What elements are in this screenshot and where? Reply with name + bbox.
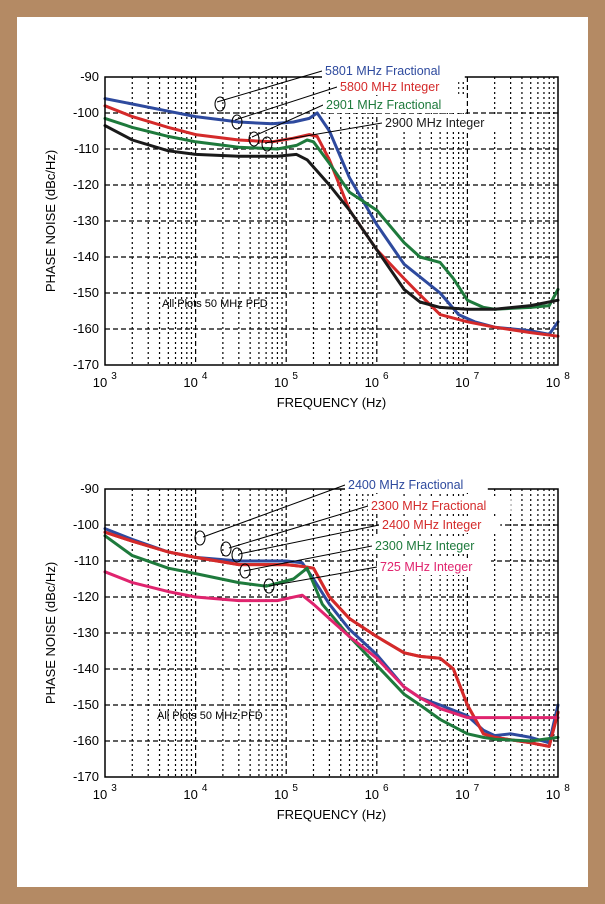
- bottom-chart-y-tick-label: -90: [80, 481, 99, 496]
- bottom-chart-label-marker: [239, 563, 251, 579]
- top-chart-annotation: All Plots 50 MHz PFD: [162, 298, 268, 310]
- bottom-chart-y-tick-label: -100: [73, 517, 99, 532]
- bottom-chart-y-axis-label: PHASE NOISE (dBc/Hz): [43, 562, 58, 704]
- top-chart-label-marker: [214, 96, 226, 112]
- top-chart-label-leader: [234, 86, 338, 121]
- top-chart-y-axis-label: PHASE NOISE (dBc/Hz): [43, 150, 58, 292]
- bottom-chart-y-tick-label: -150: [73, 697, 99, 712]
- bottom-chart-y-tick-label: -130: [73, 625, 99, 640]
- bottom-chart-label-background: [368, 497, 511, 514]
- bottom-chart-label-marker: [194, 530, 206, 546]
- figure-panel: -90 -100 -110 -120 -130 -140 -150 -160 -170 10 3 10…: [17, 17, 588, 887]
- top-chart-series-label: 2901 MHz Fractional: [326, 98, 441, 112]
- top-chart-x-tick-exponent: 8: [564, 371, 570, 382]
- top-chart-y-tick-label: -100: [73, 105, 99, 120]
- top-chart-label-marker: [248, 131, 260, 147]
- bottom-chart-x-tick-label: 10: [455, 787, 469, 802]
- top-chart-y-tick-label: -170: [73, 357, 99, 372]
- bottom-chart-y-tick-label: -110: [74, 553, 99, 568]
- bottom-chart-label-leader: [268, 566, 378, 587]
- bottom-chart-label-marker: [263, 578, 275, 594]
- top-chart-y-tick-label: -110: [74, 141, 99, 156]
- top-chart-x-tick-label: 10: [274, 375, 288, 390]
- top-chart-x-tick-exponent: 5: [292, 371, 298, 382]
- top-chart-x-tick-exponent: 6: [383, 371, 389, 382]
- bottom-chart-label-leader: [238, 524, 380, 555]
- bottom-chart-label-leader: [202, 484, 346, 538]
- bottom-chart-annotation: All Plots 50 MHz PFD: [157, 710, 263, 722]
- bottom-chart-series-4: [103, 570, 560, 720]
- top-chart-x-tick-label: 10: [546, 375, 560, 390]
- top-chart-label-marker: [261, 136, 273, 152]
- bottom-chart-y-tick-label: -160: [73, 733, 99, 748]
- top-chart-label-background: [337, 78, 459, 95]
- top-chart-y-tick-label: -140: [73, 249, 99, 264]
- bottom-chart-x-tick-exponent: 8: [564, 783, 570, 794]
- bottom-chart-label-background: [377, 558, 491, 575]
- bottom-chart-series-label: 2400 MHz Fractional: [348, 478, 463, 492]
- bottom-chart-x-tick-exponent: 4: [202, 783, 208, 794]
- top-chart-label-background: [322, 62, 465, 79]
- top-chart-x-tick-exponent: 4: [202, 371, 208, 382]
- top-chart-label-marker: [231, 114, 243, 130]
- bottom-chart-series-label: 2300 MHz Fractional: [371, 499, 486, 513]
- chart-top: -90 -100 -110 -120 -130 -140 -150 -160 -170 10 3 10…: [43, 62, 570, 410]
- bottom-chart-x-tick-label: 10: [93, 787, 107, 802]
- bottom-chart-series-label: 2400 MHz Integer: [382, 518, 481, 532]
- bottom-chart-y-tick-label: -140: [73, 661, 99, 676]
- top-chart-label-leader: [251, 104, 324, 138]
- top-chart-y-tick-label: -120: [73, 177, 99, 192]
- bottom-chart-x-tick-exponent: 5: [292, 783, 298, 794]
- bottom-chart-label-leader: [243, 545, 373, 572]
- top-chart-series-label: 2900 MHz Integer: [385, 116, 484, 130]
- bottom-chart-x-axis-label: FREQUENCY (Hz): [277, 807, 387, 822]
- bottom-chart-label-marker: [220, 541, 232, 557]
- top-chart-series-2: [103, 116, 560, 311]
- bottom-chart-x-tick-label: 10: [274, 787, 288, 802]
- top-chart-x-tick-label: 10: [455, 375, 469, 390]
- bottom-chart-plot-frame: [104, 488, 559, 778]
- bottom-chart-x-tick-exponent: 3: [111, 783, 117, 794]
- bottom-chart-series-label: 725 MHz Integer: [380, 560, 472, 574]
- top-chart-x-tick-label: 10: [183, 375, 197, 390]
- bottom-chart-series-label: 2300 MHz Integer: [375, 539, 474, 553]
- bottom-chart-label-background: [379, 516, 501, 533]
- bottom-chart-label-marker: [231, 547, 243, 563]
- bottom-chart-y-tick-label: -120: [73, 589, 99, 604]
- top-chart-y-tick-label: -150: [73, 285, 99, 300]
- top-chart-series-1: [103, 104, 560, 338]
- top-chart-series-3: [103, 124, 560, 311]
- top-chart-x-axis-label: FREQUENCY (Hz): [277, 395, 387, 410]
- bottom-chart-x-tick-label: 10: [546, 787, 560, 802]
- bottom-chart-x-tick-exponent: 7: [474, 783, 480, 794]
- top-chart-x-tick-exponent: 3: [111, 371, 117, 382]
- top-chart-y-tick-label: -160: [73, 321, 99, 336]
- top-chart-series-label: 5801 MHz Fractional: [325, 64, 440, 78]
- bottom-chart-series-2: [103, 530, 560, 748]
- top-chart-series-label: 5800 MHz Integer: [340, 80, 439, 94]
- bottom-chart-label-background: [345, 476, 488, 493]
- bottom-chart-y-tick-label: -170: [73, 769, 99, 784]
- bottom-chart-x-tick-exponent: 6: [383, 783, 389, 794]
- top-chart-y-tick-label: -90: [80, 69, 99, 84]
- top-chart-x-tick-label: 10: [93, 375, 107, 390]
- top-chart-label-background: [323, 96, 466, 113]
- top-chart-x-tick-exponent: 7: [474, 371, 480, 382]
- bottom-chart-label-leader: [228, 505, 369, 549]
- top-chart-label-leader: [264, 122, 383, 144]
- bottom-chart-x-tick-label: 10: [365, 787, 379, 802]
- top-chart-label-background: [382, 114, 504, 131]
- top-chart-x-tick-label: 10: [365, 375, 379, 390]
- top-chart-label-leader: [216, 70, 323, 103]
- bottom-chart-x-tick-label: 10: [183, 787, 197, 802]
- bottom-chart-label-background: [372, 537, 494, 554]
- top-chart-y-tick-label: -130: [73, 213, 99, 228]
- chart-bottom: -90 -100 -110 -120 -130 -140 -150 -160 -170 10 3 10…: [43, 476, 570, 822]
